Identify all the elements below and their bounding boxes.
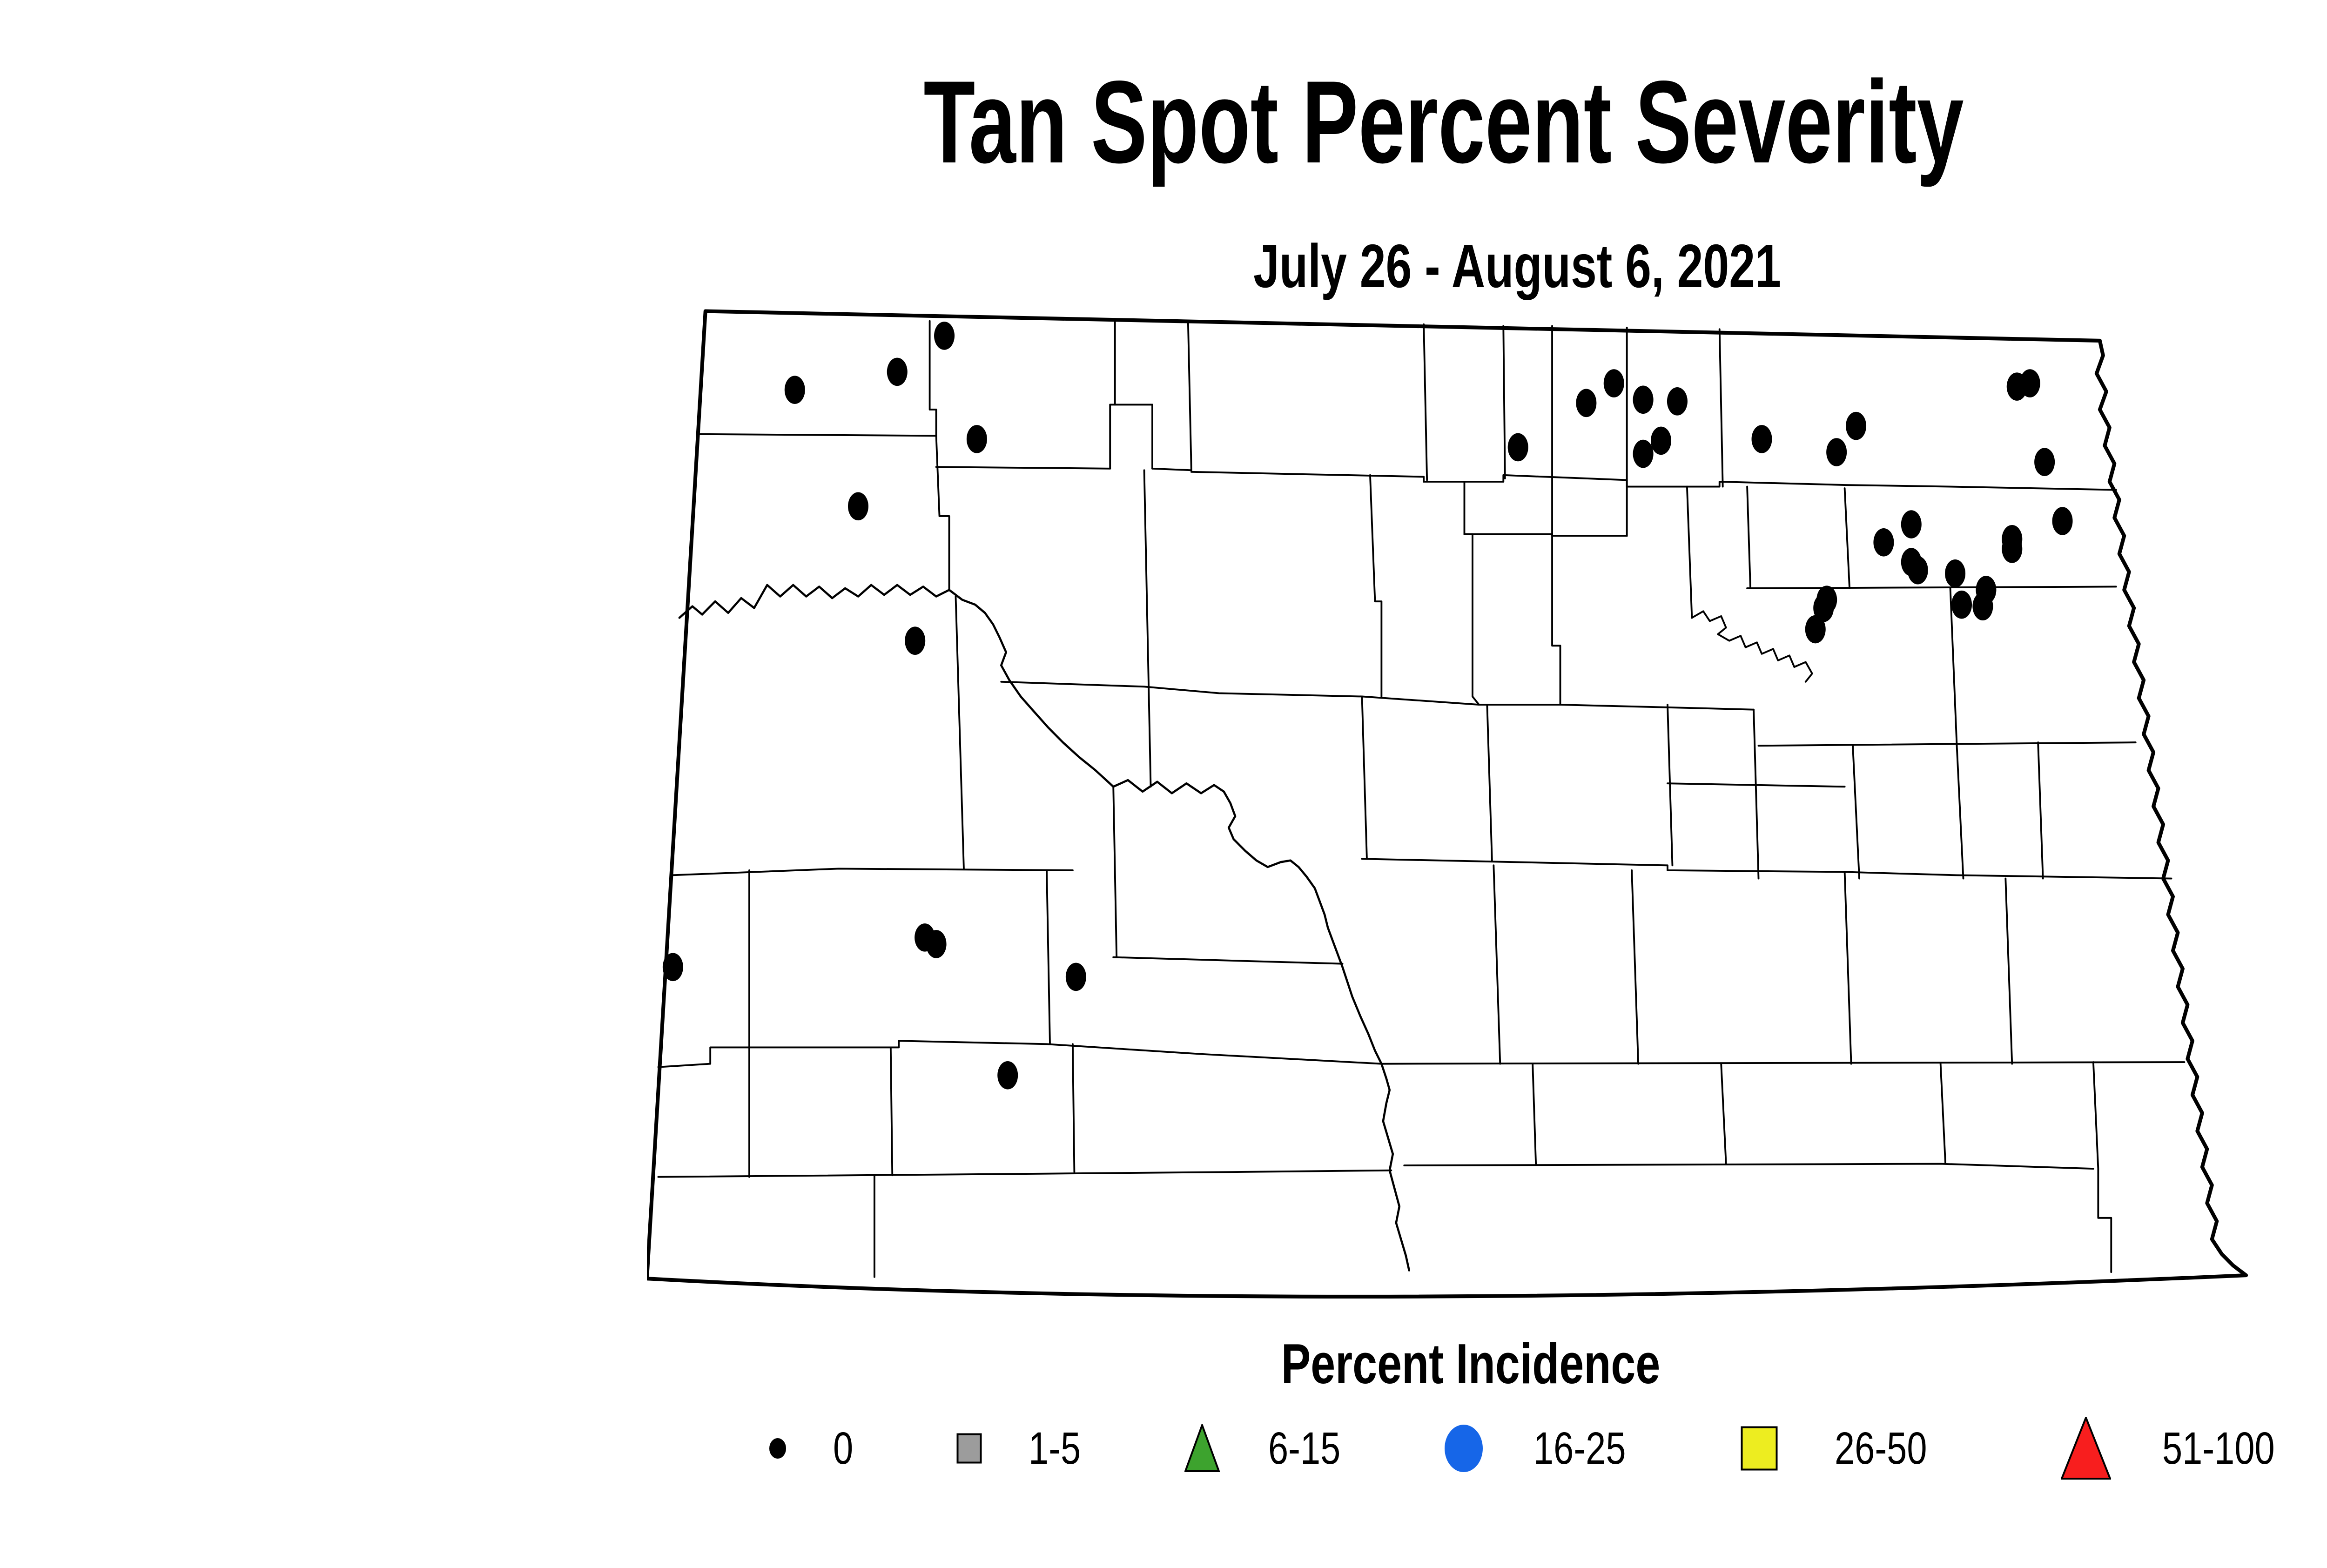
map-points bbox=[662, 322, 2073, 1090]
legend-symbol-dot bbox=[740, 1416, 815, 1481]
data-point bbox=[1951, 590, 1972, 619]
data-point bbox=[2019, 369, 2040, 397]
data-point bbox=[1667, 387, 1688, 416]
missouri-river bbox=[678, 584, 1411, 1272]
data-point bbox=[784, 376, 805, 404]
data-point bbox=[1972, 592, 1993, 621]
square-icon bbox=[1741, 1426, 1778, 1471]
data-point bbox=[1813, 593, 1834, 622]
data-point bbox=[2002, 535, 2023, 563]
state-outline bbox=[647, 309, 2248, 1299]
legend-label: 1-5 bbox=[1029, 1423, 1081, 1474]
data-point bbox=[1873, 528, 1894, 557]
dot-icon bbox=[769, 1438, 786, 1459]
data-point bbox=[1751, 425, 1772, 453]
data-point bbox=[1065, 962, 1086, 991]
legend-symbol-triangle-red bbox=[2049, 1416, 2123, 1481]
legend-label: 0 bbox=[833, 1423, 854, 1474]
legend-label: 51-100 bbox=[2162, 1423, 2275, 1474]
north-dakota-map bbox=[647, 306, 2272, 1303]
data-point bbox=[926, 930, 947, 958]
chart-subtitle: July 26 - August 6, 2021 bbox=[1253, 232, 1781, 300]
nd-county-map-svg bbox=[647, 309, 2248, 1299]
triangle-icon bbox=[1184, 1424, 1220, 1472]
data-point bbox=[1945, 559, 1966, 588]
data-point bbox=[905, 626, 926, 655]
data-point bbox=[1846, 411, 1867, 440]
legend-symbol-triangle-green bbox=[1165, 1416, 1239, 1481]
data-point bbox=[1576, 389, 1597, 417]
data-point bbox=[997, 1061, 1018, 1090]
data-point bbox=[934, 322, 955, 350]
legend-title: Percent Incidence bbox=[1281, 1332, 1661, 1395]
data-point bbox=[1826, 438, 1847, 466]
data-point bbox=[2052, 507, 2073, 535]
data-point bbox=[1805, 615, 1826, 644]
county-boundaries bbox=[657, 320, 2186, 1278]
data-point bbox=[662, 953, 683, 982]
data-point bbox=[1901, 510, 1922, 538]
data-point bbox=[1603, 369, 1624, 397]
square-icon bbox=[956, 1433, 982, 1464]
data-point bbox=[2034, 448, 2055, 476]
data-point bbox=[1507, 433, 1528, 462]
legend-symbol-circle-blue bbox=[1426, 1416, 1501, 1481]
legend-label: 16-25 bbox=[1533, 1423, 1626, 1474]
legend-symbol-square-gray bbox=[932, 1416, 1006, 1481]
data-point bbox=[847, 492, 868, 521]
chart-title: Tan Spot Percent Severity bbox=[923, 57, 1964, 188]
legend-label: 6-15 bbox=[1268, 1423, 1341, 1474]
data-point bbox=[1907, 556, 1928, 585]
data-point bbox=[1633, 385, 1654, 414]
data-point bbox=[966, 425, 987, 453]
circle-icon bbox=[1445, 1425, 1483, 1472]
data-point bbox=[1651, 426, 1672, 455]
legend-label: 26-50 bbox=[1835, 1423, 1927, 1474]
legend-symbol-square-yellow bbox=[1722, 1416, 1796, 1481]
triangle-icon bbox=[2061, 1417, 2111, 1480]
data-point bbox=[887, 357, 908, 386]
data-point bbox=[1633, 439, 1654, 468]
